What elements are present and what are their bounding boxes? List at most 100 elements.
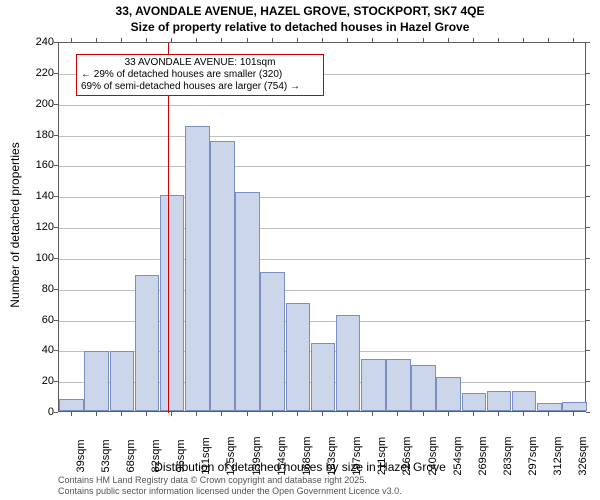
xtick-mark xyxy=(196,412,197,416)
ytick-mark xyxy=(586,381,590,382)
ytick-label: 240 xyxy=(24,36,54,48)
ytick-label: 60 xyxy=(24,314,54,326)
ytick-mark xyxy=(54,412,58,413)
xtick-label: 326sqm xyxy=(577,436,589,475)
xtick-label: 283sqm xyxy=(502,436,514,475)
plot-area xyxy=(58,42,586,412)
xtick-mark xyxy=(322,412,323,416)
ytick-mark xyxy=(586,42,590,43)
xtick-label: 125sqm xyxy=(225,436,237,475)
footer-line2: Contains public sector information licen… xyxy=(58,486,402,496)
ytick-label: 80 xyxy=(24,283,54,295)
xtick-label: 240sqm xyxy=(427,436,439,475)
ytick-mark xyxy=(54,381,58,382)
ytick-label: 0 xyxy=(24,406,54,418)
xtick-label: 211sqm xyxy=(376,437,388,475)
histogram-bar xyxy=(462,393,487,412)
xtick-mark xyxy=(247,38,248,42)
xtick-label: 68sqm xyxy=(125,439,137,472)
chart-title-line2: Size of property relative to detached ho… xyxy=(0,20,600,34)
ytick-mark xyxy=(586,258,590,259)
reference-line xyxy=(168,43,169,413)
xtick-label: 154sqm xyxy=(276,436,288,475)
annotation-line2: ← 29% of detached houses are smaller (32… xyxy=(81,69,319,81)
histogram-bar xyxy=(336,315,361,411)
histogram-bar xyxy=(487,391,512,411)
xtick-mark xyxy=(573,412,574,416)
xtick-mark xyxy=(347,38,348,42)
xtick-label: 139sqm xyxy=(251,436,263,475)
xtick-mark xyxy=(221,38,222,42)
xtick-mark xyxy=(96,412,97,416)
xtick-mark xyxy=(548,38,549,42)
xtick-mark xyxy=(171,412,172,416)
ytick-mark xyxy=(54,73,58,74)
xtick-label: 269sqm xyxy=(477,436,489,475)
xtick-mark xyxy=(96,38,97,42)
gridline xyxy=(59,259,585,260)
ytick-label: 160 xyxy=(24,159,54,171)
xtick-mark xyxy=(473,412,474,416)
histogram-bar xyxy=(210,141,235,411)
xtick-mark xyxy=(121,38,122,42)
ytick-mark xyxy=(586,227,590,228)
xtick-mark xyxy=(146,412,147,416)
xtick-mark xyxy=(523,38,524,42)
ytick-label: 40 xyxy=(24,344,54,356)
xtick-label: 168sqm xyxy=(301,436,313,475)
ytick-mark xyxy=(54,350,58,351)
ytick-mark xyxy=(586,165,590,166)
xtick-label: 53sqm xyxy=(100,439,112,472)
histogram-bar xyxy=(260,272,285,411)
xtick-mark xyxy=(423,412,424,416)
gridline xyxy=(59,105,585,106)
histogram-bar xyxy=(386,359,411,411)
histogram-bar xyxy=(135,275,160,411)
xtick-mark xyxy=(71,38,72,42)
histogram-bar xyxy=(59,399,84,411)
ytick-mark xyxy=(54,165,58,166)
xtick-mark xyxy=(448,38,449,42)
xtick-label: 312sqm xyxy=(552,436,564,475)
xtick-mark xyxy=(196,38,197,42)
xtick-label: 226sqm xyxy=(401,436,413,475)
xtick-mark xyxy=(146,38,147,42)
histogram-bar xyxy=(537,403,562,411)
xtick-mark xyxy=(473,38,474,42)
annotation-line3: 69% of semi-detached houses are larger (… xyxy=(81,81,319,93)
xtick-mark xyxy=(498,38,499,42)
histogram-bar xyxy=(411,365,436,411)
chart-title-line1: 33, AVONDALE AVENUE, HAZEL GROVE, STOCKP… xyxy=(0,4,600,18)
ytick-mark xyxy=(54,42,58,43)
gridline xyxy=(59,197,585,198)
ytick-mark xyxy=(586,320,590,321)
ytick-mark xyxy=(586,412,590,413)
xtick-mark xyxy=(272,412,273,416)
xtick-label: 82sqm xyxy=(150,439,162,472)
ytick-mark xyxy=(586,196,590,197)
xtick-label: 254sqm xyxy=(452,436,464,475)
xtick-mark xyxy=(372,412,373,416)
ytick-mark xyxy=(54,320,58,321)
gridline xyxy=(59,166,585,167)
xtick-mark xyxy=(272,38,273,42)
footer-line1: Contains HM Land Registry data © Crown c… xyxy=(58,475,402,485)
xtick-mark xyxy=(297,38,298,42)
xtick-mark xyxy=(121,412,122,416)
xtick-mark xyxy=(397,412,398,416)
xtick-mark xyxy=(297,412,298,416)
xtick-mark xyxy=(397,38,398,42)
ytick-label: 200 xyxy=(24,98,54,110)
histogram-bar xyxy=(512,391,537,411)
annotation-line1: 33 AVONDALE AVENUE: 101sqm xyxy=(81,57,319,69)
ytick-mark xyxy=(54,104,58,105)
chart-container: 33, AVONDALE AVENUE, HAZEL GROVE, STOCKP… xyxy=(0,0,600,500)
xtick-mark xyxy=(448,412,449,416)
xtick-mark xyxy=(498,412,499,416)
xtick-mark xyxy=(171,38,172,42)
xtick-label: 96sqm xyxy=(175,439,187,472)
histogram-bar xyxy=(562,402,587,411)
histogram-bar xyxy=(110,351,135,411)
xtick-mark xyxy=(322,38,323,42)
xtick-mark xyxy=(221,412,222,416)
